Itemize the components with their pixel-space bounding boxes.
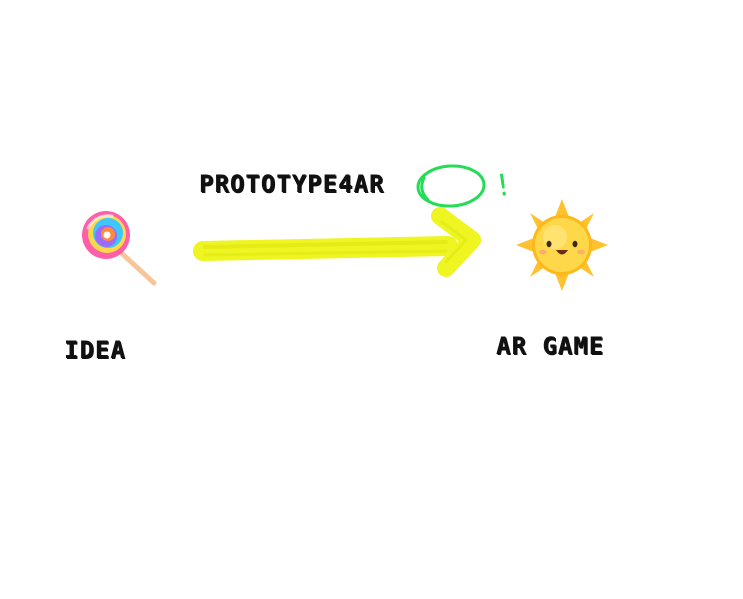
exclamation-mark: ! — [495, 168, 512, 204]
arrow-shape — [193, 207, 481, 277]
smiling-sun-icon — [516, 199, 608, 291]
ar-game-label: AR GAME — [496, 332, 605, 360]
circle-mark — [416, 164, 486, 208]
page-title: PROTOTYPE4AR — [199, 170, 385, 198]
idea-label: IDEA — [64, 336, 126, 364]
lollipop-icon — [82, 211, 157, 286]
